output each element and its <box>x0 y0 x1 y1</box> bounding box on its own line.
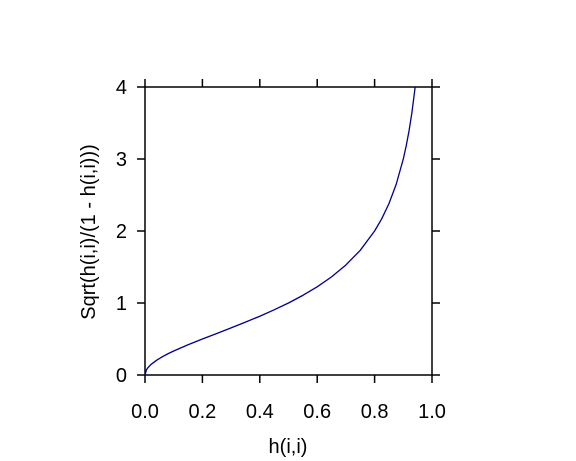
x-tick-label: 1.0 <box>418 401 446 423</box>
x-tick-label: 0.8 <box>361 401 389 423</box>
x-axis-ticks: 0.0 0.2 0.4 0.6 0.8 1.0 <box>131 79 446 423</box>
series-layer <box>144 86 416 376</box>
series-line-0 <box>144 86 416 376</box>
y-tick-label: 1 <box>116 293 127 315</box>
y-tick-label: 2 <box>116 221 127 243</box>
x-tick-label: 0.6 <box>303 401 331 423</box>
x-axis-label: h(i,i) <box>269 436 308 458</box>
x-tick-label: 0.0 <box>131 401 159 423</box>
y-axis-label: Sqrt(h(i,i)/(1 - h(i,i))) <box>78 144 100 320</box>
x-tick-label: 0.2 <box>188 401 216 423</box>
plot-area-border <box>144 86 433 376</box>
plot-frame <box>144 86 433 376</box>
y-axis-ticks: 0 1 2 3 4 <box>116 77 440 387</box>
y-tick-label: 4 <box>116 77 127 99</box>
y-tick-label: 3 <box>116 149 127 171</box>
y-tick-label: 0 <box>116 365 127 387</box>
x-tick-label: 0.4 <box>246 401 274 423</box>
